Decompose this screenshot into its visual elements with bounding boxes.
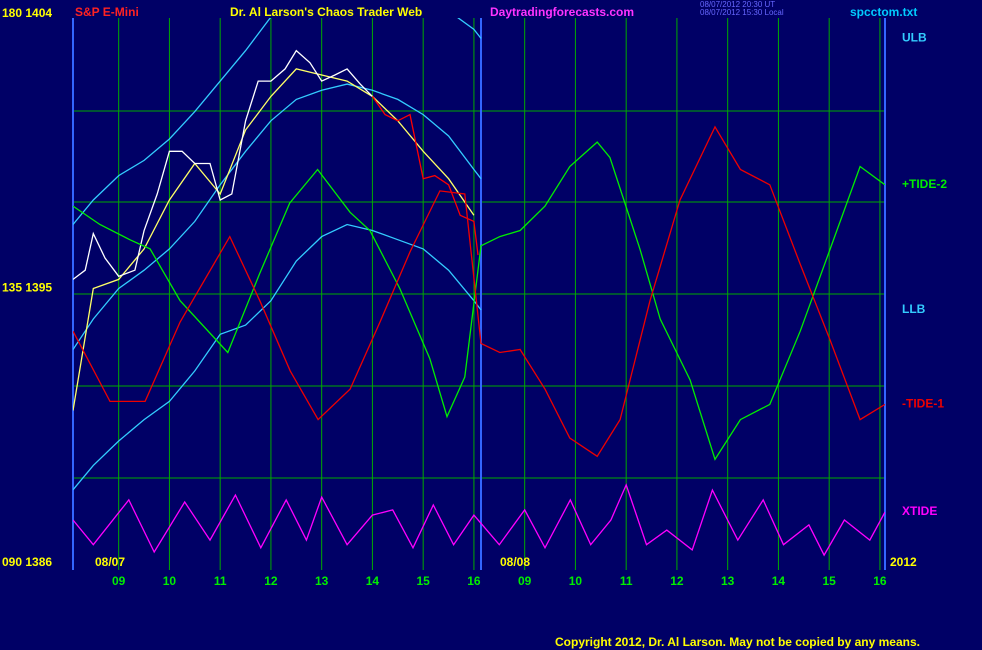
x-tick-label: 12 bbox=[264, 574, 278, 588]
site: Daytradingforecasts.com bbox=[490, 5, 634, 19]
legend-label: XTIDE bbox=[902, 504, 937, 518]
timestamp: 08/07/2012 20:30 UT bbox=[700, 0, 775, 9]
date-label: 2012 bbox=[890, 555, 917, 569]
symbol: S&P E-Mini bbox=[75, 5, 139, 19]
x-tick-label: 14 bbox=[772, 574, 786, 588]
x-tick-label: 11 bbox=[620, 574, 633, 588]
x-tick-label: 13 bbox=[315, 574, 329, 588]
x-tick-label: 16 bbox=[873, 574, 887, 588]
x-tick-label: 10 bbox=[569, 574, 583, 588]
legend-label: LLB bbox=[902, 302, 926, 316]
file-name: spcctom.txt bbox=[850, 5, 917, 19]
series-line bbox=[73, 125, 885, 458]
y-tick-label: 180 1404 bbox=[2, 6, 52, 20]
chart-title: Dr. Al Larson's Chaos Trader Web bbox=[230, 5, 422, 19]
x-tick-label: 14 bbox=[366, 574, 380, 588]
x-tick-label: 16 bbox=[467, 574, 481, 588]
series-line bbox=[73, 223, 482, 491]
series-line bbox=[73, 83, 482, 350]
series-line bbox=[73, 18, 482, 225]
legend-label: -TIDE-1 bbox=[902, 397, 944, 411]
y-tick-label: 135 1395 bbox=[2, 281, 52, 295]
x-tick-label: 11 bbox=[214, 574, 227, 588]
x-tick-label: 10 bbox=[163, 574, 177, 588]
timestamp: 08/07/2012 15:30 Local bbox=[700, 8, 784, 17]
copyright: Copyright 2012, Dr. Al Larson. May not b… bbox=[555, 635, 920, 649]
x-tick-label: 09 bbox=[518, 574, 532, 588]
x-tick-label: 15 bbox=[822, 574, 836, 588]
date-label: 08/07 bbox=[95, 555, 125, 569]
series-line bbox=[73, 141, 885, 461]
series-line bbox=[73, 483, 885, 557]
y-tick-label: 090 1386 bbox=[2, 555, 52, 569]
v-grid bbox=[118, 18, 881, 570]
legend-label: ULB bbox=[902, 31, 927, 45]
x-tick-label: 13 bbox=[721, 574, 735, 588]
x-tick-label: 15 bbox=[416, 574, 430, 588]
date-label: 08/08 bbox=[500, 555, 530, 569]
legend-label: +TIDE-2 bbox=[902, 177, 947, 191]
series-line bbox=[73, 49, 373, 280]
series-group bbox=[73, 18, 885, 557]
x-tick-label: 09 bbox=[112, 574, 126, 588]
x-tick-label: 12 bbox=[670, 574, 684, 588]
series-line bbox=[73, 68, 475, 411]
